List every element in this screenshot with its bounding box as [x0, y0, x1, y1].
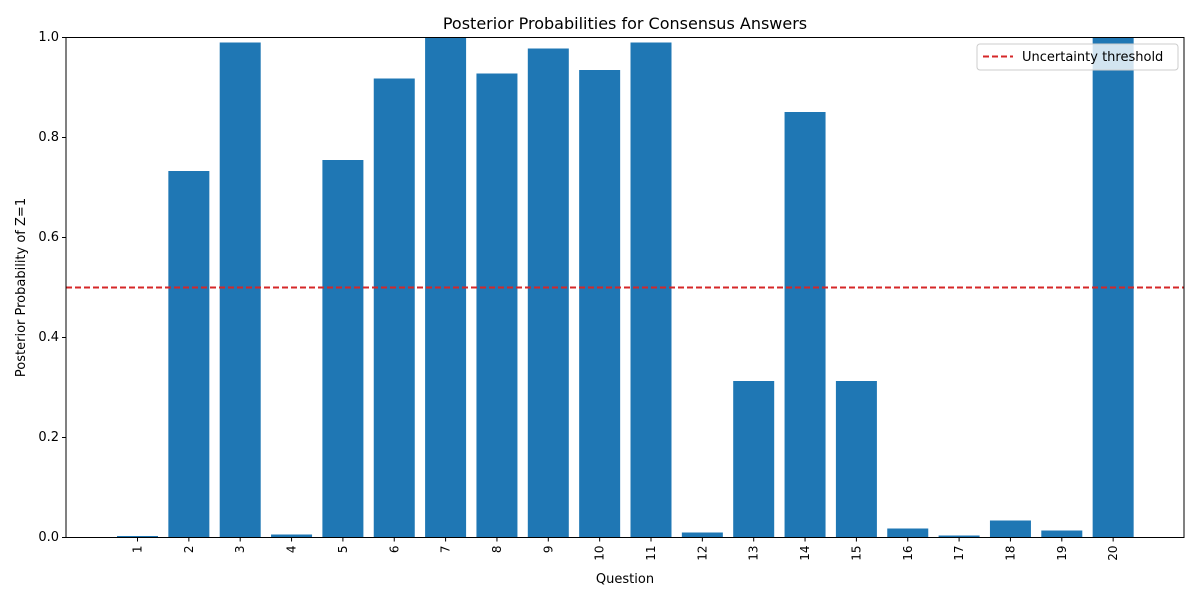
x-tick-label: 19	[1055, 546, 1069, 561]
legend: Uncertainty threshold	[976, 43, 1179, 71]
x-tick-label: 10	[593, 546, 607, 561]
x-tick-label: 9	[541, 546, 555, 554]
bar-question-19	[1041, 530, 1083, 538]
bar-question-8	[476, 73, 518, 538]
y-tick-label: 0.6	[38, 230, 59, 245]
y-tick-label: 0.0	[38, 530, 59, 545]
bar-question-4	[271, 534, 313, 538]
y-tick-label: 0.8	[38, 130, 59, 145]
bar-question-11	[630, 42, 672, 538]
legend-box	[976, 43, 1179, 71]
x-tick-label: 16	[901, 546, 915, 561]
bar-question-2	[168, 171, 210, 538]
bar-question-5	[322, 160, 364, 538]
x-axis-ticks: 1 2 3 4 5 6 7 8 9 10 11 12 13 14 15 16 17 18 19 20	[131, 537, 1120, 561]
bar-question-15	[835, 381, 877, 538]
bar-question-12	[681, 532, 723, 538]
chart-title: Posterior Probabilities for Consensus An…	[443, 14, 807, 33]
bar-question-16	[887, 528, 929, 538]
bar-question-10	[579, 70, 621, 538]
x-tick-label: 1	[131, 546, 145, 554]
x-tick-label: 20	[1106, 546, 1120, 561]
x-tick-label: 18	[1003, 546, 1017, 561]
bars-group	[117, 37, 1134, 538]
y-tick-label: 1.0	[38, 30, 59, 45]
x-tick-label: 11	[644, 546, 658, 561]
x-tick-label: 4	[285, 546, 299, 554]
x-tick-label: 6	[387, 546, 401, 554]
y-tick-label: 0.4	[38, 330, 59, 345]
x-tick-label: 3	[233, 546, 247, 554]
x-tick-label: 17	[952, 546, 966, 561]
y-axis-ticks: 0.0 0.2 0.4 0.6 0.8 1.0	[38, 30, 66, 545]
legend-label-threshold: Uncertainty threshold	[1022, 50, 1163, 65]
x-tick-label: 8	[490, 546, 504, 554]
plot-frame	[65, 37, 1185, 538]
y-axis-label: Posterior Probability of Z=1	[14, 198, 29, 377]
bar-question-18	[989, 520, 1031, 538]
bar-question-9	[527, 48, 569, 538]
bar-question-14	[784, 112, 826, 538]
bar-question-17	[938, 535, 980, 538]
x-tick-label: 12	[695, 546, 709, 561]
x-tick-label: 7	[439, 546, 453, 554]
x-tick-label: 15	[849, 546, 863, 561]
x-tick-label: 5	[336, 546, 350, 554]
bar-question-3	[219, 42, 261, 538]
bar-question-13	[733, 381, 775, 538]
x-tick-label: 2	[182, 546, 196, 554]
bar-question-6	[373, 78, 415, 538]
bar-question-1	[117, 536, 158, 538]
x-tick-label: 14	[798, 546, 812, 561]
x-tick-label: 13	[747, 546, 761, 561]
x-axis-label: Question	[596, 572, 654, 587]
y-tick-label: 0.2	[38, 430, 59, 445]
